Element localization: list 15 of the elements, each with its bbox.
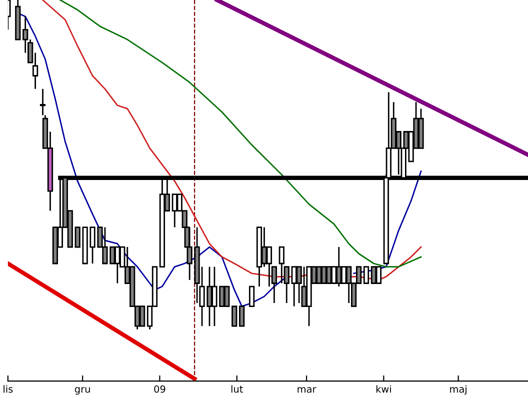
candlestick [239, 306, 245, 327]
candlestick [248, 286, 255, 308]
x-tick-label: kwi [376, 385, 391, 393]
x-tick-label: maj [450, 385, 466, 395]
x-tick-label: lut [231, 385, 243, 393]
candlestick [232, 306, 238, 327]
candlestick [284, 266, 290, 304]
x-tick-label: mar [298, 387, 316, 393]
x-tick-label: lis [4, 385, 13, 393]
candlestick [74, 226, 80, 248]
candlestick [363, 266, 370, 284]
candlestick [40, 88, 46, 116]
x-tick-label: gru [74, 387, 90, 395]
candlestick [271, 266, 277, 304]
x-tick-label: 09 [154, 385, 166, 393]
